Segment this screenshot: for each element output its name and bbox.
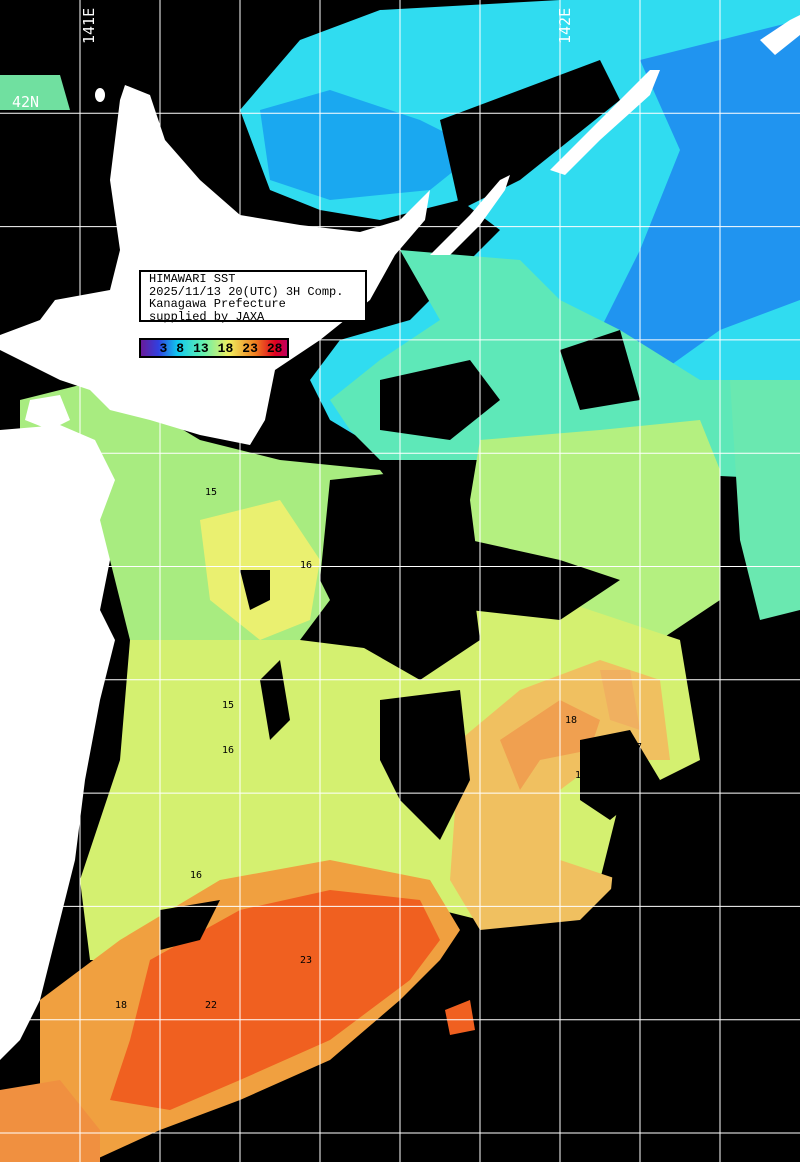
product-title: HIMAWARI SST (149, 272, 236, 286)
contour-label: 18 (115, 1000, 128, 1011)
land (760, 15, 800, 55)
contour-label: 16 (222, 745, 235, 756)
contour-label: 17 (630, 742, 643, 753)
contour-label: 16 (300, 560, 313, 571)
lon-label-142e: 142E (556, 7, 574, 44)
sst-green-far-east (730, 380, 800, 620)
colorbar-tick: 8 (176, 340, 185, 356)
temperature-colorbar: 3 8 13 18 23 28 (139, 338, 289, 358)
land (0, 85, 430, 445)
lon-label-141e: 141E (80, 7, 98, 44)
cloud-mask (460, 620, 800, 1162)
lat-label-42n: 42N (12, 93, 40, 111)
cloud-mask (560, 330, 640, 410)
contour-label: 22 (205, 1000, 218, 1011)
cloud-mask (380, 690, 470, 840)
land (95, 88, 105, 102)
info-box: HIMAWARI SST 2025/11/13 20(UTC) 3H Comp.… (139, 270, 367, 324)
contour-label: 17 (575, 770, 588, 781)
colorbar-tick: 28 (266, 340, 283, 356)
sst-warm-core (500, 700, 600, 790)
cloud-mask (470, 540, 620, 620)
land (430, 175, 510, 255)
cloud-mask (160, 900, 220, 950)
region-label: Kanagawa Prefecture (149, 297, 286, 311)
land (550, 70, 660, 175)
colorbar-tick: 18 (217, 340, 234, 356)
datetime-label: 2025/11/13 20(UTC) 3H Comp. (149, 284, 344, 299)
sst-coldest-region (600, 20, 800, 380)
sst-blue-region (260, 90, 480, 200)
land (25, 395, 70, 430)
contour-label: 18 (565, 715, 578, 726)
sst-orange-islet (445, 1000, 475, 1035)
sst-orange-southwest (0, 1080, 100, 1162)
colorbar-tick: 13 (193, 340, 209, 356)
contour-label: 23 (300, 955, 313, 966)
colorbar-tick: 23 (242, 340, 258, 356)
supplier-label: supplied by JAXA (149, 309, 265, 324)
sst-green-west (0, 75, 70, 110)
colorbar-tick: 3 (159, 340, 168, 356)
cloud-mask (240, 570, 270, 610)
cloud-mask (380, 360, 500, 440)
cloud-mask (440, 60, 620, 210)
contour-label: 16 (190, 870, 203, 881)
land (0, 425, 115, 1060)
contour-label: 15 (205, 487, 218, 498)
sst-warm-core-2 (600, 670, 640, 730)
sst-red-region (110, 890, 440, 1110)
contour-label: 15 (222, 700, 235, 711)
